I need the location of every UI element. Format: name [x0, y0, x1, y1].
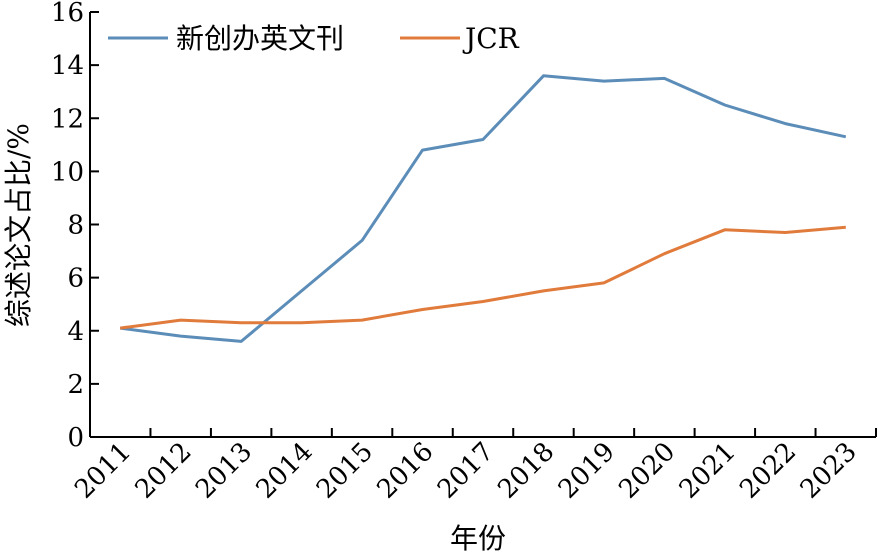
y-tick-label: 16: [51, 0, 84, 28]
series-line-2: [120, 225, 846, 330]
x-tick-label: 2014: [251, 437, 319, 505]
y-tick-label: 6: [67, 264, 84, 294]
x-axis-title: 年份: [450, 522, 506, 555]
legend-label-2: JCR: [462, 22, 520, 55]
x-tick-label: 2012: [130, 437, 198, 505]
x-tick-label: 2016: [371, 437, 439, 505]
y-tick-label: 2: [67, 370, 84, 400]
y-tick-label: 10: [51, 157, 84, 187]
x-tick-label: 2021: [674, 437, 742, 505]
y-tick-label: 14: [51, 51, 84, 81]
legend-label-1: 新创办英文刊: [176, 22, 344, 55]
x-tick-label: 2019: [553, 437, 621, 505]
y-tick-label: 4: [67, 317, 84, 347]
x-tick-label: 2023: [795, 437, 863, 505]
y-tick-label: 12: [51, 104, 84, 134]
series-line-1: [120, 74, 847, 343]
y-tick-label: 0: [67, 423, 84, 453]
x-tick-label: 2020: [613, 437, 681, 505]
x-tick-label: 2015: [311, 437, 379, 505]
x-tick-label: 2017: [432, 437, 500, 505]
x-tick-label: 2018: [492, 437, 560, 505]
legend: 新创办英文刊 JCR: [108, 22, 520, 55]
axes: 0246810121416201120122013201420152016201…: [51, 0, 877, 505]
y-tick-label: 8: [67, 211, 84, 241]
x-tick-label: 2013: [190, 437, 258, 505]
series-lines: [120, 74, 847, 343]
y-axis-title: 综述论文占比/%: [2, 123, 35, 327]
x-tick-label: 2022: [734, 437, 802, 505]
